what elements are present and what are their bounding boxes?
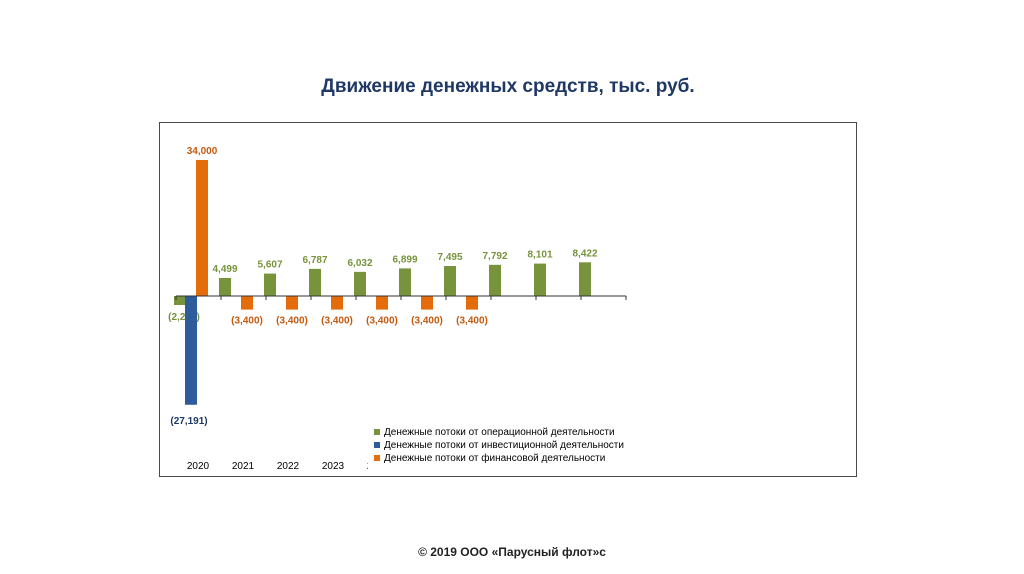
data-label-s3-2023: (3,400) (321, 316, 353, 327)
bar-s1-2029 (579, 262, 591, 296)
category-label-2022: 2022 (277, 461, 300, 472)
bar-s3-2025 (421, 296, 433, 310)
bar-s3-2021 (241, 296, 253, 310)
legend-swatch-1 (374, 429, 380, 435)
bar-s2-2020 (185, 296, 197, 405)
bar-s3-2023 (331, 296, 343, 310)
bar-s1-2027 (489, 264, 501, 296)
bar-s1-2022 (264, 273, 276, 296)
footer-copyright: © 2019 ООО «Парусный флот»с (418, 545, 606, 559)
bar-s1-2028 (534, 263, 546, 296)
data-label-s3-2020: 34,000 (187, 146, 218, 157)
bar-s1-2023 (309, 268, 321, 296)
bar-s3-2022 (286, 296, 298, 310)
category-label-2020: 2020 (187, 461, 210, 472)
data-label-s1-2028: 8,101 (527, 250, 552, 261)
data-label-s3-2026: (3,400) (456, 316, 488, 327)
bar-s1-2025 (399, 268, 411, 296)
bar-s1-2026 (444, 266, 456, 296)
data-label-s1-2023: 6,787 (302, 255, 327, 266)
cash-flow-chart: (2,250) 4,499 5,607 6,787 6,032 6,899 7,495 7,7… (168, 146, 648, 472)
data-label-s1-2020: (2,250) (168, 312, 200, 323)
data-label-s3-2024: (3,400) (366, 316, 398, 327)
data-label-s1-2025: 6,899 (392, 254, 417, 265)
data-label-s1-2024: 6,032 (347, 258, 372, 269)
data-label-s3-2022: (3,400) (276, 316, 308, 327)
data-label-s3-2021: (3,400) (231, 316, 263, 327)
chart-title: Движение денежных средств, тыс. руб. (321, 76, 695, 97)
bar-s3-2020 (196, 160, 208, 296)
legend-entry-2: Денежные потоки от инвестиционной деятел… (384, 440, 624, 451)
bar-s3-2026 (466, 296, 478, 310)
legend-swatch-2 (374, 442, 380, 448)
legend-entry-3: Денежные потоки от финансовой деятельнос… (384, 452, 605, 464)
data-label-s1-2026: 7,495 (437, 252, 462, 263)
data-label-s2-2020: (27,191) (170, 416, 207, 427)
category-label-2021: 2021 (232, 461, 255, 472)
bar-s1-2020 (174, 296, 186, 305)
category-label-2023: 2023 (322, 461, 345, 472)
legend-swatch-3 (374, 455, 380, 461)
data-label-s1-2021: 4,499 (212, 264, 237, 275)
data-label-s1-2022: 5,607 (257, 260, 282, 271)
data-label-s3-2025: (3,400) (411, 316, 443, 327)
bar-s1-2024 (354, 271, 366, 296)
data-label-s1-2027: 7,792 (482, 251, 507, 262)
chart-area: (2,250) 4,499 5,607 6,787 6,032 6,899 7,495 7,7… (159, 122, 857, 477)
bar-s1-2021 (219, 278, 231, 296)
data-label-s1-2029: 8,422 (572, 248, 597, 259)
legend-entry-1: Денежные потоки от операционной деятельн… (384, 427, 615, 438)
legend-background (368, 427, 648, 470)
bar-s3-2024 (376, 296, 388, 310)
